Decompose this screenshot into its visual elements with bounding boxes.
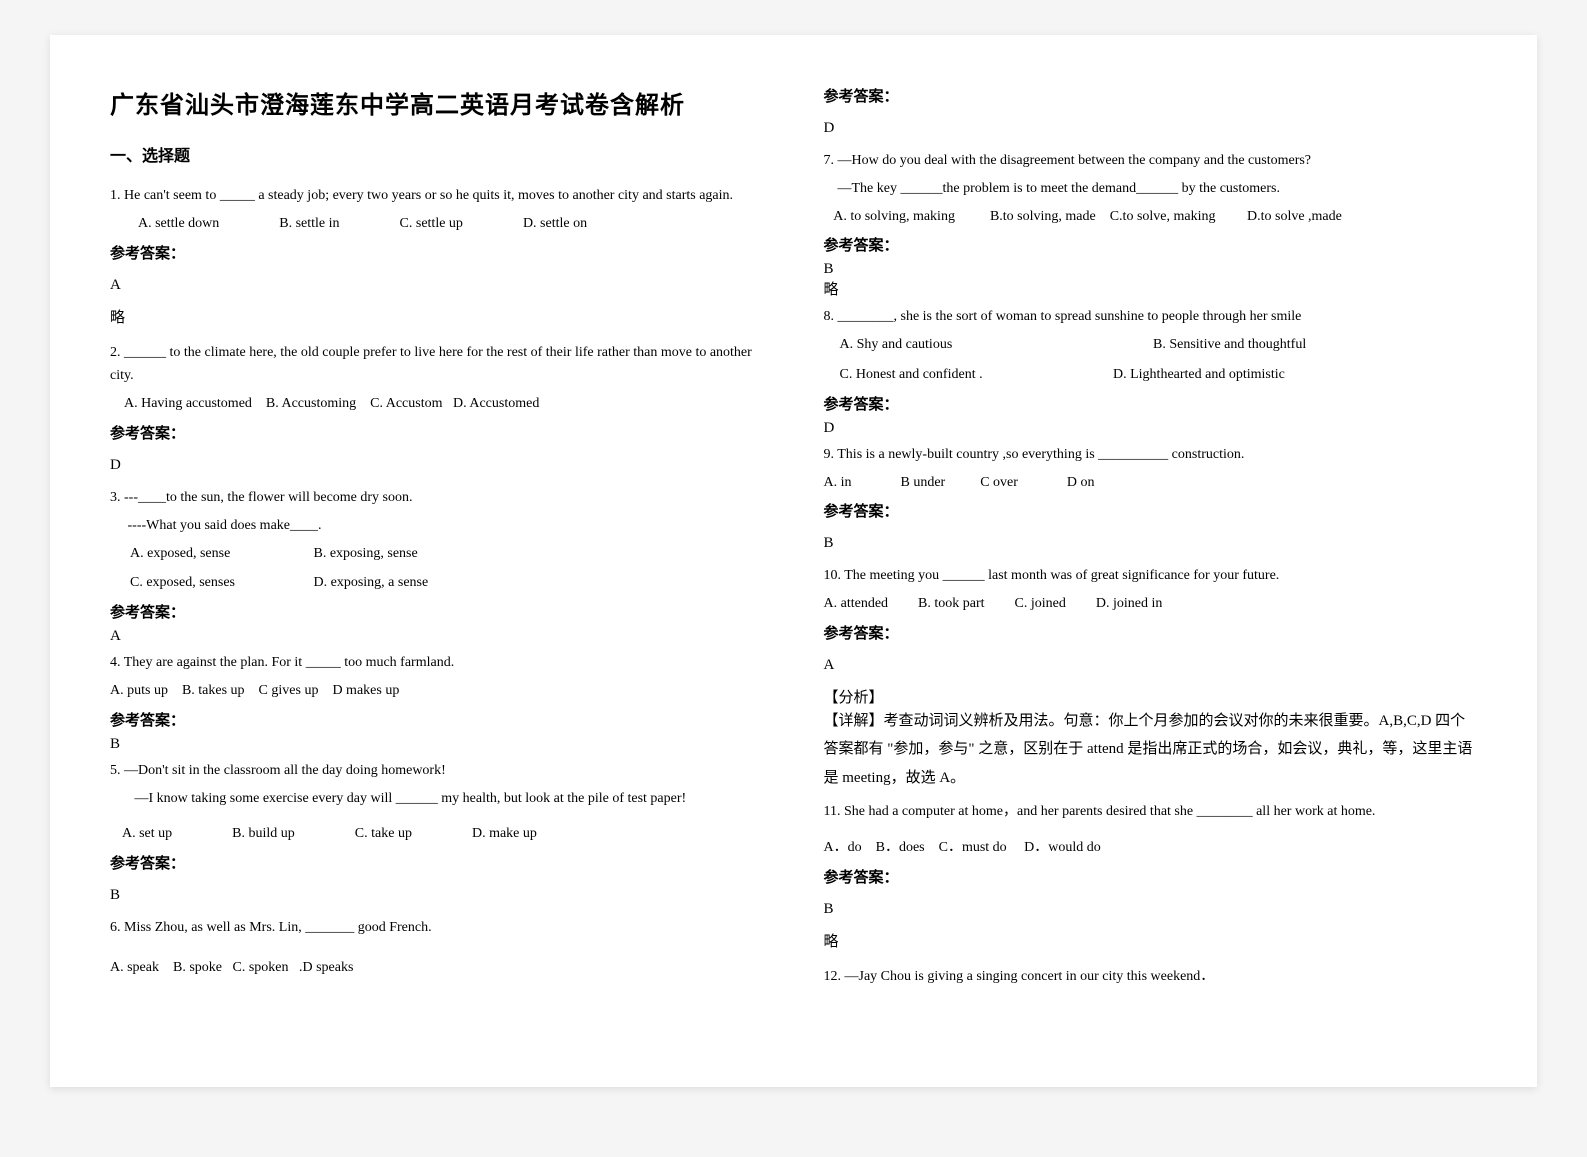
question-11: 11. She had a computer at home，and her p… [824, 800, 1478, 951]
left-column: 广东省汕头市澄海莲东中学高二英语月考试卷含解析 一、选择题 1. He can'… [110, 85, 794, 1057]
q9-options: A. in B under C over D on [824, 471, 1478, 495]
q1-options: A. settle down B. settle in C. settle up… [110, 212, 764, 236]
question-3: 3. ---____to the sun, the flower will be… [110, 486, 764, 645]
q2-opt-a: A. Having accustomed [124, 396, 252, 411]
question-1: 1. He can't seem to _____ a steady job; … [110, 184, 764, 327]
q7-answer-label: 参考答案： [824, 234, 1478, 255]
q1-answer-label: 参考答案： [110, 242, 764, 263]
q6-options: A. speak B. spoke C. spoken .D speaks [110, 956, 764, 980]
q4-answer: B [110, 736, 764, 753]
q7-stem2: —The key ______the problem is to meet th… [824, 177, 1478, 201]
q1-opt-a: A. settle down [138, 212, 219, 236]
q10-opt-a: A. attended [824, 592, 889, 616]
q9-stem: 9. This is a newly-built country ,so eve… [824, 443, 1478, 467]
page: 广东省汕头市澄海莲东中学高二英语月考试卷含解析 一、选择题 1. He can'… [50, 35, 1537, 1087]
q12-stem: 12. —Jay Chou is giving a singing concer… [824, 965, 1478, 989]
q5-opt-a: A. set up [122, 822, 172, 846]
q2-opt-b: B. Accustoming [266, 396, 356, 411]
q3-answer: A [110, 628, 764, 645]
q3-opt-d: D. exposing, a sense [314, 575, 429, 590]
q3-stem1: 3. ---____to the sun, the flower will be… [110, 486, 764, 510]
q2-stem: 2. ______ to the climate here, the old c… [110, 341, 764, 389]
q5-stem1: 5. —Don't sit in the classroom all the d… [110, 759, 764, 783]
q11-answer-label: 参考答案： [824, 866, 1478, 887]
q6-stem: 6. Miss Zhou, as well as Mrs. Lin, _____… [110, 916, 764, 940]
q3-opt-c: C. exposed, senses [130, 571, 310, 595]
q1-stem: 1. He can't seem to _____ a steady job; … [110, 184, 764, 208]
question-10: 10. The meeting you ______ last month wa… [824, 564, 1478, 792]
q8-options-row2: C. Honest and confident . D. Lighthearte… [824, 363, 1478, 387]
q5-answer: B [110, 887, 764, 904]
q4-stem: 4. They are against the plan. For it ___… [110, 651, 764, 675]
q3-opt-a: A. exposed, sense [130, 542, 310, 566]
question-8: 8. ________, she is the sort of woman to… [824, 305, 1478, 436]
q5-opt-d: D. make up [472, 822, 537, 846]
q5-options: A. set up B. build up C. take up D. make… [110, 822, 764, 846]
q1-answer: A [110, 277, 764, 294]
q10-opt-b: B. took part [918, 592, 985, 616]
question-7: 7. —How do you deal with the disagreemen… [824, 149, 1478, 299]
q1-opt-b: B. settle in [279, 212, 339, 236]
q8-opt-d: D. Lighthearted and optimistic [1113, 367, 1285, 382]
question-2: 2. ______ to the climate here, the old c… [110, 341, 764, 474]
q8-opt-c: C. Honest and confident . [840, 363, 1110, 387]
q7-answer: B [824, 261, 1478, 278]
q8-opt-a: A. Shy and cautious [840, 333, 1150, 357]
q10-answer-label: 参考答案： [824, 622, 1478, 643]
q1-opt-c: C. settle up [400, 212, 463, 236]
q2-answer-label: 参考答案： [110, 422, 764, 443]
q8-stem: 8. ________, she is the sort of woman to… [824, 305, 1478, 329]
q2-answer: D [110, 457, 764, 474]
q2-options: A. Having accustomed B. Accustoming C. A… [110, 392, 764, 416]
q10-opt-c: C. joined [1015, 592, 1066, 616]
q1-opt-d: D. settle on [523, 212, 587, 236]
q7-options: A. to solving, making B.to solving, made… [824, 205, 1478, 229]
question-9: 9. This is a newly-built country ,so eve… [824, 443, 1478, 553]
q11-stem: 11. She had a computer at home，and her p… [824, 800, 1478, 824]
q10-answer: A [824, 657, 1478, 674]
q8-answer: D [824, 420, 1478, 437]
q1-note: 略 [110, 306, 764, 327]
q8-opt-b: B. Sensitive and thoughtful [1153, 337, 1306, 352]
q10-opt-d: D. joined in [1096, 592, 1163, 616]
q9-answer-label: 参考答案： [824, 500, 1478, 521]
q10-explain-head: 【分析】 [824, 686, 1478, 707]
q7-note: 略 [824, 278, 1478, 299]
section-heading: 一、选择题 [110, 142, 764, 166]
q2-opt-c: C. Accustom [370, 396, 442, 411]
q5-opt-b: B. build up [232, 822, 295, 846]
q2-opt-d: D. Accustomed [453, 396, 539, 411]
right-column: 参考答案： D 7. —How do you deal with the dis… [794, 85, 1478, 1057]
q8-options-row1: A. Shy and cautious B. Sensitive and tho… [824, 333, 1478, 357]
q3-options-row2: C. exposed, senses D. exposing, a sense [110, 571, 764, 595]
question-12: 12. —Jay Chou is giving a singing concer… [824, 965, 1478, 989]
q11-answer: B [824, 901, 1478, 918]
q7-stem1: 7. —How do you deal with the disagreemen… [824, 149, 1478, 173]
q3-answer-label: 参考答案： [110, 601, 764, 622]
question-4: 4. They are against the plan. For it ___… [110, 651, 764, 753]
q4-options: A. puts up B. takes up C gives up D make… [110, 679, 764, 703]
q3-options-row1: A. exposed, sense B. exposing, sense [110, 542, 764, 566]
q6-answer: D [824, 120, 1478, 137]
q4-answer-label: 参考答案： [110, 709, 764, 730]
q6-answer-label: 参考答案： [824, 85, 1478, 106]
q5-stem2: —I know taking some exercise every day w… [110, 787, 764, 811]
q9-answer: B [824, 535, 1478, 552]
question-5: 5. —Don't sit in the classroom all the d… [110, 759, 764, 904]
q3-opt-b: B. exposing, sense [314, 546, 418, 561]
page-title: 广东省汕头市澄海莲东中学高二英语月考试卷含解析 [110, 85, 764, 120]
q10-stem: 10. The meeting you ______ last month wa… [824, 564, 1478, 588]
q5-opt-c: C. take up [355, 822, 412, 846]
question-6: 6. Miss Zhou, as well as Mrs. Lin, _____… [110, 916, 764, 980]
q11-note: 略 [824, 930, 1478, 951]
q8-answer-label: 参考答案： [824, 393, 1478, 414]
q3-stem2: ----What you said does make____. [110, 514, 764, 538]
q10-options: A. attended B. took part C. joined D. jo… [824, 592, 1478, 616]
q5-answer-label: 参考答案： [110, 852, 764, 873]
q11-options: A．do B．does C．must do D．would do [824, 836, 1478, 860]
q10-explain-body: 【详解】考查动词词义辨析及用法。句意：你上个月参加的会议对你的未来很重要。A,B… [824, 707, 1478, 793]
